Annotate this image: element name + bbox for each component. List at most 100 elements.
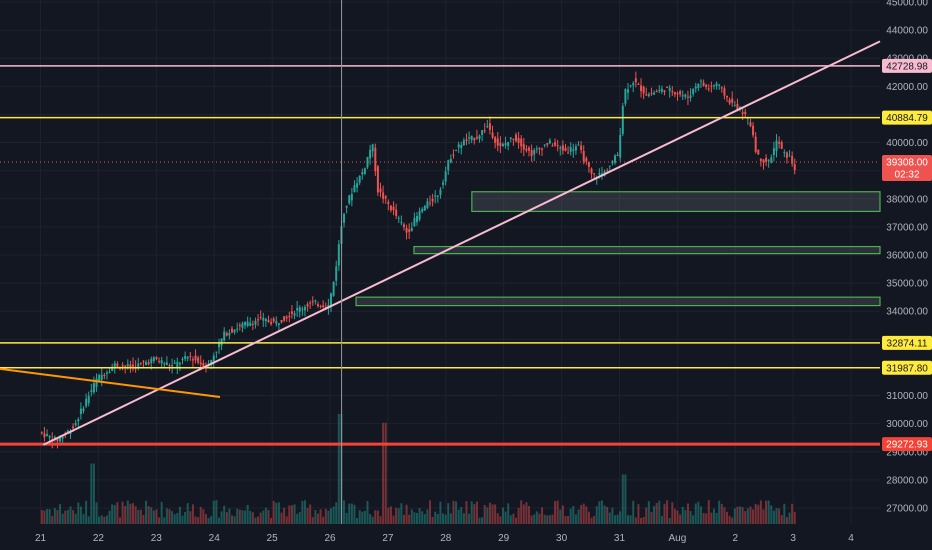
- volume-bar: [259, 512, 262, 524]
- volume-bar: [473, 504, 476, 524]
- candle-body: [470, 135, 473, 140]
- candle-body: [778, 141, 781, 144]
- trend-line: [42, 40, 881, 446]
- candle-body: [223, 331, 226, 341]
- volume-bar: [145, 500, 148, 524]
- candle-body: [444, 171, 447, 182]
- volume-bar: [82, 514, 85, 524]
- candle-body: [298, 307, 301, 312]
- volume-bar: [158, 517, 161, 524]
- candle-body: [697, 84, 700, 89]
- volume-bar: [465, 501, 468, 524]
- volume-bar: [374, 510, 377, 524]
- volume-bar: [330, 508, 333, 524]
- candle-body: [189, 355, 192, 357]
- candle-body: [653, 92, 656, 95]
- volume-bar: [600, 500, 603, 524]
- candle-body: [356, 183, 359, 188]
- candle-body: [319, 305, 322, 307]
- volume-bar: [124, 506, 127, 524]
- volume-bar: [496, 513, 499, 524]
- time-axis[interactable]: 21 22 23 24 25 26 27 28 29 30 31 Aug 2 3 4: [35, 533, 854, 544]
- volume-bar: [726, 511, 729, 524]
- candle-body: [587, 162, 590, 167]
- candle-body: [85, 398, 88, 407]
- candle-body: [176, 361, 179, 367]
- candle-body: [410, 227, 413, 232]
- volume-bar: [139, 509, 142, 524]
- volume-bar: [61, 513, 64, 524]
- candle-body: [600, 173, 603, 175]
- volume-bar: [585, 506, 588, 524]
- y-tick-label: 40000.00: [886, 138, 928, 149]
- candle-body: [98, 375, 101, 382]
- candle-body: [59, 437, 62, 442]
- candle-body: [624, 89, 627, 104]
- candle-body: [783, 152, 786, 154]
- candle-body: [236, 328, 239, 330]
- candle-body: [87, 395, 90, 404]
- candle-body: [126, 364, 129, 367]
- candle-body: [582, 150, 585, 162]
- candle-body: [249, 322, 252, 326]
- volume-bar: [150, 507, 153, 524]
- volume-bar: [147, 506, 150, 524]
- volume-bar: [567, 516, 570, 524]
- volume-bar: [629, 515, 632, 524]
- volume-bar: [371, 516, 374, 524]
- volume-bar: [74, 513, 77, 524]
- volume-bar: [56, 509, 59, 524]
- candle-body: [507, 141, 510, 147]
- candle-body: [452, 154, 455, 156]
- candle-body: [731, 98, 734, 103]
- level-price-tag-label: 32874.11: [887, 338, 928, 349]
- horizontal-levels: [0, 65, 880, 446]
- candle-body: [538, 148, 541, 150]
- volume-bar: [238, 509, 241, 524]
- volume-bar: [613, 515, 616, 524]
- support-zone: [413, 245, 881, 255]
- candle-body: [181, 359, 184, 361]
- volume-bar: [46, 509, 49, 524]
- candle-body: [642, 86, 645, 94]
- candle-body: [306, 304, 309, 307]
- volume-bar: [418, 508, 421, 524]
- candle-body: [251, 323, 254, 325]
- volume-bar: [538, 513, 541, 524]
- candle-body: [733, 105, 736, 107]
- volume-bar: [554, 501, 557, 524]
- volume-bar: [559, 509, 562, 524]
- volume-bar: [603, 505, 606, 524]
- candle-body: [660, 88, 663, 92]
- volume-bar: [421, 511, 424, 524]
- volume-bar: [619, 511, 622, 524]
- level-price-tag-label: 40884.79: [886, 113, 928, 124]
- volume-bar: [231, 515, 234, 524]
- candle-body: [619, 135, 622, 158]
- volume-bar: [410, 509, 413, 524]
- candle-body: [465, 139, 468, 141]
- volume-bar: [118, 517, 121, 524]
- candle-body: [371, 144, 374, 152]
- volume-bar: [257, 516, 260, 524]
- candle-body: [752, 125, 755, 136]
- volume-bar: [634, 517, 637, 524]
- volume-bar: [590, 517, 593, 524]
- volume-bar: [491, 504, 494, 524]
- candle-body: [400, 222, 403, 224]
- volume-bar: [116, 502, 119, 524]
- candle-body: [121, 364, 124, 367]
- volume-bar: [778, 508, 781, 524]
- candle-body: [95, 378, 98, 388]
- volume-bar: [379, 516, 382, 524]
- candle-body: [530, 150, 533, 157]
- level-price-tag: [882, 360, 932, 375]
- volume-bar: [770, 505, 773, 524]
- candle-body: [171, 365, 174, 367]
- candle-body: [56, 438, 59, 442]
- volume-bar: [337, 414, 340, 524]
- volume-bar: [171, 511, 174, 524]
- candle-body: [590, 168, 593, 174]
- candle-body: [129, 364, 132, 368]
